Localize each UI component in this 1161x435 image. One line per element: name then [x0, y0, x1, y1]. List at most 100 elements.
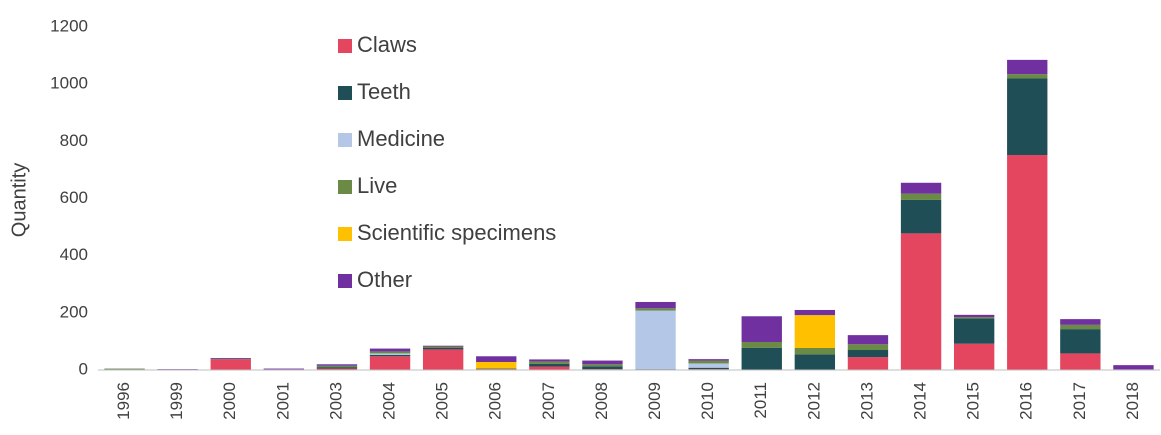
bar-segment	[688, 363, 729, 368]
bar-segment	[476, 361, 517, 369]
bar-segment	[847, 335, 889, 345]
x-tick-label: 2012	[804, 382, 823, 420]
legend-label: Claws	[357, 32, 417, 57]
legend-label: Live	[357, 173, 397, 198]
bar-segment	[582, 364, 623, 367]
bar-segment	[422, 349, 464, 370]
bar-segment	[953, 343, 995, 370]
x-tick-label: 2006	[486, 382, 505, 420]
bar-segment	[582, 360, 623, 365]
x-tick-label: 2010	[698, 382, 717, 420]
bar-segment	[1113, 365, 1154, 370]
bar-segment	[316, 364, 358, 366]
bar-segment	[794, 309, 836, 316]
bar-segment	[635, 301, 676, 309]
bar-segment	[422, 347, 464, 350]
bar-segment	[847, 344, 889, 350]
bar-segment	[529, 366, 570, 370]
x-tick-label: 2008	[592, 382, 611, 420]
x-tick-label: 2018	[1123, 382, 1142, 420]
x-tick-label: 2007	[539, 382, 558, 420]
bar-segment	[263, 368, 305, 370]
bar-segment	[688, 359, 729, 361]
bar-segment	[1060, 324, 1101, 330]
legend-swatch	[338, 86, 352, 100]
bar-segment	[369, 348, 411, 352]
y-tick-label: 800	[60, 131, 88, 150]
legend-swatch	[338, 227, 352, 241]
bar-segment	[316, 368, 358, 370]
legend-swatch	[338, 39, 352, 53]
bar-segment	[688, 360, 729, 364]
bar-segment	[1060, 329, 1101, 354]
bar-segment	[422, 345, 464, 347]
bar-segment	[1060, 319, 1101, 325]
bar-segment	[900, 193, 942, 200]
bar-segment	[529, 359, 570, 362]
y-tick-label: 1000	[50, 74, 88, 93]
bar-segment	[741, 341, 782, 348]
bar-segment	[529, 363, 570, 367]
bar-segment	[794, 354, 836, 370]
bar-segment	[1060, 353, 1101, 370]
y-tick-label: 1200	[50, 16, 88, 35]
bar-segment	[953, 314, 995, 318]
x-tick-label: 2014	[911, 382, 930, 420]
bar-segment	[794, 347, 836, 355]
bar-segment	[847, 349, 889, 358]
x-tick-label: 2009	[645, 382, 664, 420]
x-tick-label: 2003	[326, 382, 345, 420]
bar-segment	[847, 357, 889, 370]
legend-label: Other	[357, 267, 412, 292]
bar-segment	[210, 358, 251, 360]
x-tick-label: 2011	[751, 382, 770, 419]
bar-segment	[741, 316, 782, 342]
legend-label: Medicine	[357, 126, 445, 151]
x-tick-label: 2013	[857, 382, 876, 420]
bar-segment	[794, 315, 836, 348]
x-tick-label: 1996	[114, 382, 133, 420]
x-tick-label: 2004	[380, 382, 399, 420]
bar-segment	[635, 308, 676, 311]
bar-segment	[369, 353, 411, 355]
x-tick-label: 2016	[1017, 382, 1036, 420]
y-tick-label: 400	[60, 245, 88, 264]
bar-segment	[529, 361, 570, 364]
bar-segment	[1007, 59, 1048, 75]
bar-segment	[1007, 155, 1048, 370]
bar-segment	[953, 318, 995, 344]
bar-segment	[476, 368, 517, 370]
bar-segment	[369, 354, 411, 357]
bar-segment	[422, 346, 464, 348]
legend-swatch	[338, 180, 352, 194]
x-tick-label: 2017	[1070, 382, 1089, 420]
legend-label: Teeth	[357, 79, 411, 104]
bar-segment	[316, 367, 358, 369]
bar-segment	[476, 356, 517, 362]
legend-label: Scientific specimens	[357, 220, 556, 245]
bar-segment	[316, 365, 358, 368]
bar-segment	[210, 359, 251, 370]
bar-segment	[369, 351, 411, 354]
legend-swatch	[338, 133, 352, 147]
bar-segment	[953, 317, 995, 319]
bar-segment	[210, 357, 251, 359]
bar-segment	[104, 368, 145, 370]
x-tick-label: 2005	[433, 382, 452, 420]
y-axis-title: Quantity	[8, 163, 30, 237]
y-tick-label: 600	[60, 188, 88, 207]
bar-segment	[635, 310, 676, 370]
bar-segment	[688, 367, 729, 370]
y-tick-label: 200	[60, 302, 88, 321]
bar-segment	[1007, 74, 1048, 79]
bar-segment	[900, 199, 942, 234]
x-tick-label: 2001	[273, 382, 292, 420]
x-tick-label: 2000	[220, 382, 239, 420]
bar-segment	[900, 182, 942, 194]
bar-segment	[1007, 78, 1048, 156]
bar-segment	[582, 366, 623, 370]
bar-segment	[157, 369, 198, 370]
x-tick-label: 1999	[167, 382, 186, 420]
y-tick-label: 0	[79, 359, 88, 378]
